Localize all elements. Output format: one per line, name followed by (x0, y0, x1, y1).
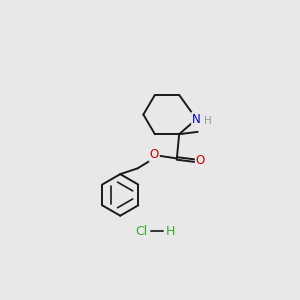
Text: O: O (150, 148, 159, 161)
Text: Cl: Cl (135, 225, 147, 238)
Text: H: H (166, 225, 175, 238)
Text: N: N (192, 113, 201, 126)
Text: O: O (196, 154, 205, 167)
Text: H: H (204, 116, 212, 127)
